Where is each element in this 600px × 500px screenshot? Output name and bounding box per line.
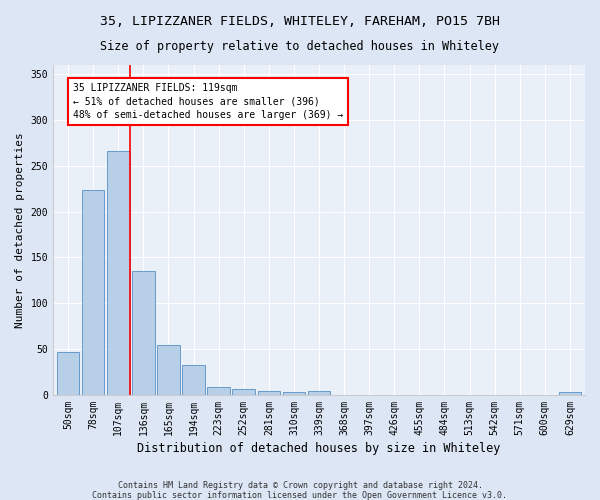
Y-axis label: Number of detached properties: Number of detached properties [15, 132, 25, 328]
Bar [257, 392, 280, 395]
Text: Size of property relative to detached houses in Whiteley: Size of property relative to detached ho… [101, 40, 499, 53]
Bar [157, 346, 180, 395]
Bar [283, 392, 305, 395]
Text: 35 LIPIZZANER FIELDS: 119sqm
← 51% of detached houses are smaller (396)
48% of s: 35 LIPIZZANER FIELDS: 119sqm ← 51% of de… [73, 84, 343, 120]
X-axis label: Distribution of detached houses by size in Whiteley: Distribution of detached houses by size … [137, 442, 501, 455]
Bar [82, 190, 104, 395]
Text: Contains HM Land Registry data © Crown copyright and database right 2024.: Contains HM Land Registry data © Crown c… [118, 480, 482, 490]
Bar [182, 364, 205, 395]
Text: Contains public sector information licensed under the Open Government Licence v3: Contains public sector information licen… [92, 490, 508, 500]
Bar [132, 271, 155, 395]
Text: 35, LIPIZZANER FIELDS, WHITELEY, FAREHAM, PO15 7BH: 35, LIPIZZANER FIELDS, WHITELEY, FAREHAM… [100, 15, 500, 28]
Bar [107, 151, 130, 395]
Bar [308, 392, 331, 395]
Bar [232, 388, 255, 395]
Bar [208, 386, 230, 395]
Bar [57, 352, 79, 395]
Bar [559, 392, 581, 395]
